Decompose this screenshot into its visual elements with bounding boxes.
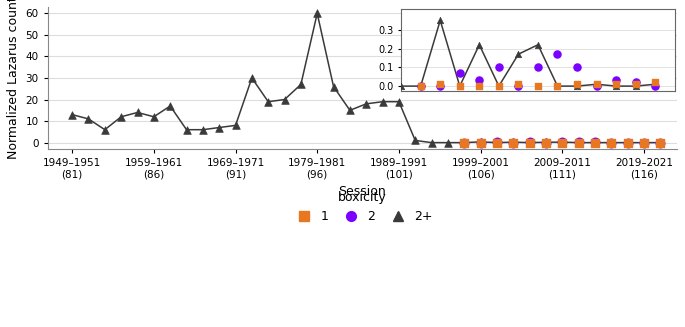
Point (638, 140, 649, 145)
Point (410, 138, 421, 143)
Point (573, 140, 584, 145)
Point (83, 116, 94, 122)
Point (475, 139, 486, 145)
Point (181, 127, 192, 132)
Point (524, 140, 535, 145)
Point (459, 140, 470, 145)
Point (164, 103, 175, 109)
Point (459, 140, 470, 145)
Point (540, 140, 551, 145)
Point (230, 123, 241, 128)
Point (606, 140, 616, 145)
Point (508, 140, 519, 145)
Y-axis label: Normalized Lazarus count: Normalized Lazarus count (7, 0, 20, 159)
Point (557, 140, 568, 145)
Point (655, 140, 666, 145)
Point (573, 140, 584, 145)
Point (491, 140, 502, 145)
Point (606, 140, 616, 145)
Point (377, 99, 388, 104)
Point (622, 140, 633, 145)
Point (508, 140, 519, 145)
Legend: 1, 2, 2+: 1, 2, 2+ (287, 186, 438, 228)
Point (247, 76, 258, 81)
Point (66, 112, 77, 117)
Point (312, 11, 323, 16)
Point (99, 127, 110, 132)
Point (557, 140, 568, 145)
Point (393, 99, 404, 104)
Point (197, 127, 208, 132)
Point (426, 140, 437, 145)
Point (655, 140, 666, 145)
Point (263, 99, 274, 104)
Point (638, 140, 649, 145)
Point (295, 82, 306, 87)
Point (279, 97, 290, 102)
Point (475, 140, 486, 145)
Point (132, 110, 143, 115)
Point (328, 84, 339, 89)
Point (590, 140, 601, 145)
Point (573, 140, 584, 145)
Point (655, 140, 666, 145)
Point (361, 101, 372, 107)
Point (116, 114, 127, 119)
Point (508, 140, 519, 145)
Point (524, 140, 535, 145)
Point (606, 140, 616, 145)
Point (475, 140, 486, 145)
Point (638, 140, 649, 145)
Point (491, 140, 502, 145)
Point (443, 140, 453, 145)
Point (540, 140, 551, 145)
Point (622, 140, 633, 145)
Point (622, 140, 633, 145)
Point (590, 140, 601, 145)
Point (149, 114, 160, 119)
Point (524, 140, 535, 145)
Point (590, 140, 601, 145)
Point (491, 140, 502, 145)
Point (345, 108, 356, 113)
Point (557, 140, 568, 145)
Point (214, 125, 225, 130)
Point (540, 140, 551, 145)
Point (459, 140, 470, 145)
X-axis label: Session: Session (338, 185, 386, 198)
